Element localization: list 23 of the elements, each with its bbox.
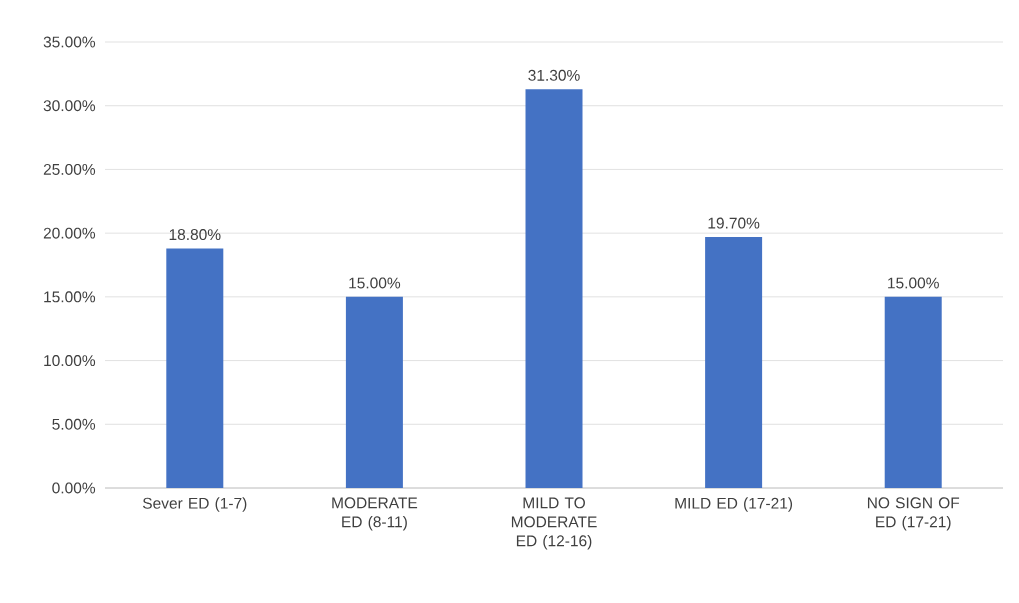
x-tick-label: MILD TO MODERATE ED (12-16)	[511, 497, 597, 550]
bar	[345, 296, 403, 488]
y-tick-label: 10.00%	[44, 355, 96, 367]
x-tick-label: Sever ED (1-7)	[142, 497, 247, 512]
x-tick-label: MILD ED (17-21)	[675, 497, 793, 512]
y-tick-label: 15.00%	[44, 291, 96, 303]
bar	[705, 236, 763, 488]
x-tick-label: MODERATE ED (8-11)	[332, 497, 418, 531]
bar	[166, 248, 224, 488]
data-label: 18.80%	[169, 229, 221, 241]
data-label: 19.70%	[708, 217, 760, 229]
bar	[884, 296, 942, 488]
y-tick-label: 30.00%	[43, 100, 96, 112]
data-label: 31.30%	[528, 69, 580, 81]
data-label: 15.00%	[888, 277, 939, 289]
y-tick-label: 20.00%	[43, 227, 96, 239]
x-tick-label: NO SIGN OF ED (17-21)	[867, 497, 960, 531]
y-tick-label: 0.00%	[52, 482, 96, 494]
y-tick-label: 5.00%	[52, 418, 96, 430]
data-label: 15.00%	[349, 277, 401, 289]
y-tick-label: 35.00%	[43, 36, 96, 48]
bar	[525, 89, 583, 488]
y-tick-label: 25.00%	[43, 163, 96, 175]
